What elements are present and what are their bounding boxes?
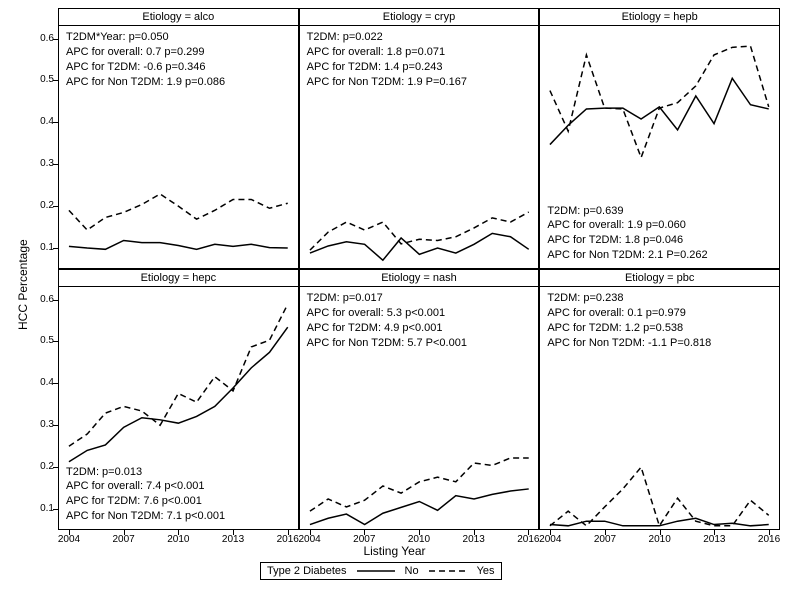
y-tick-label: 0.4 <box>24 377 54 388</box>
x-tick-label: 2004 <box>54 534 84 545</box>
series-yes <box>550 46 769 157</box>
y-tick-label: 0.5 <box>24 74 54 85</box>
legend-label-yes: Yes <box>477 565 495 577</box>
panel-title: Etiology = hepb <box>539 8 780 26</box>
panel-title: Etiology = alco <box>58 8 299 26</box>
x-tick-label: 2007 <box>349 534 379 545</box>
legend-label-no: No <box>405 565 419 577</box>
annotation-alco: T2DM*Year: p=0.050APC for overall: 0.7 p… <box>66 30 225 89</box>
x-tick-label: 2007 <box>590 534 620 545</box>
legend-swatch-yes <box>429 565 467 577</box>
y-tick-label: 0.6 <box>24 33 54 44</box>
panel-alco: Etiology = alco T2DM*Year: p=0.050APC for… <box>58 8 299 269</box>
panel-hepb: Etiology = hepb T2DM: p=0.639APC for over… <box>539 8 780 269</box>
y-tick-label: 0.2 <box>24 461 54 472</box>
figure: HCC Percentage Listing Year Etiology = a… <box>0 0 789 589</box>
x-tick-label: 2004 <box>535 534 565 545</box>
series-no <box>69 241 288 250</box>
y-tick-label: 0.4 <box>24 116 54 127</box>
annotation-pbc: T2DM: p=0.238APC for overall: 0.1 p=0.97… <box>547 291 711 350</box>
panel-title: Etiology = nash <box>299 269 540 287</box>
panel-pbc: Etiology = pbc T2DM: p=0.238APC for overa… <box>539 269 780 530</box>
series-no <box>550 78 769 144</box>
y-tick-label: 0.3 <box>24 158 54 169</box>
y-tick-label: 0.5 <box>24 335 54 346</box>
x-tick-label: 2004 <box>295 534 325 545</box>
panel-cryp: Etiology = cryp T2DM: p=0.022APC for over… <box>299 8 540 269</box>
x-tick-label: 2016 <box>754 534 784 545</box>
series-yes <box>310 212 529 250</box>
series-yes <box>550 467 769 526</box>
annotation-hepc: T2DM: p=0.013APC for overall: 7.4 p<0.00… <box>66 465 225 524</box>
panel-nash: Etiology = nash T2DM: p=0.017APC for over… <box>299 269 540 530</box>
y-tick-label: 0.1 <box>24 242 54 253</box>
x-tick-label: 2013 <box>218 534 248 545</box>
panel-title: Etiology = hepc <box>58 269 299 287</box>
series-yes <box>310 458 529 511</box>
annotation-cryp: T2DM: p=0.022APC for overall: 1.8 p=0.07… <box>307 30 467 89</box>
y-tick-label: 0.2 <box>24 200 54 211</box>
panel-hepc: Etiology = hepc T2DM: p=0.013APC for over… <box>58 269 299 530</box>
series-no <box>310 233 529 260</box>
legend-title: Type 2 Diabetes <box>267 565 347 577</box>
annotation-hepb: T2DM: p=0.639APC for overall: 1.9 p=0.06… <box>547 204 707 263</box>
x-tick-label: 2010 <box>163 534 193 545</box>
series-no <box>69 327 288 461</box>
legend: Type 2 Diabetes No Yes <box>260 562 502 580</box>
y-tick-label: 0.3 <box>24 419 54 430</box>
series-no <box>310 489 529 525</box>
series-yes <box>69 194 288 230</box>
series-yes <box>69 304 288 446</box>
annotation-nash: T2DM: p=0.017APC for overall: 5.3 p<0.00… <box>307 291 467 350</box>
x-tick-label: 2007 <box>109 534 139 545</box>
panel-title: Etiology = pbc <box>539 269 780 287</box>
x-tick-label: 2013 <box>699 534 729 545</box>
x-axis-label: Listing Year <box>0 544 789 558</box>
y-tick-label: 0.6 <box>24 294 54 305</box>
y-tick-label: 0.1 <box>24 503 54 514</box>
x-tick-label: 2013 <box>459 534 489 545</box>
panel-title: Etiology = cryp <box>299 8 540 26</box>
x-tick-label: 2010 <box>404 534 434 545</box>
legend-swatch-no <box>357 565 395 577</box>
x-tick-label: 2010 <box>645 534 675 545</box>
